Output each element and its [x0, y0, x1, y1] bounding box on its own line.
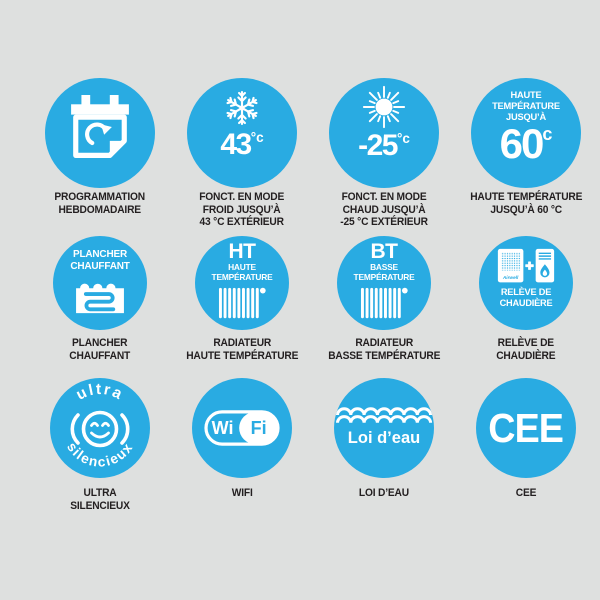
- ultra-silencieux-badge: ultra silencieux: [50, 378, 150, 478]
- circle-label: BASSE TEMPÉRATURE: [353, 261, 415, 282]
- abbr-label: HT: [228, 240, 257, 263]
- badge-caption: WIFI: [231, 487, 253, 499]
- badge-cell-mode-chaud: -25 °c FONCT. EN MODE CHAUD JUSQU’À -25 °…: [313, 70, 455, 228]
- wifi-badge: Wi Fi: [192, 378, 292, 478]
- badge-cell-haute-temperature: HAUTE TEMPÉRATURE JUSQU’À 60 c HAUTE TEMP…: [455, 70, 597, 225]
- calendar-refresh-icon: [71, 95, 129, 158]
- plus-icon: [525, 261, 534, 270]
- badge-caption: ULTRA SILENCIEUX: [70, 487, 130, 512]
- badge-cell-ultra-silencieux: ultra silencieux ULTRA SILENCIEUX: [29, 370, 171, 540]
- badge-caption: FONCT. EN MODE CHAUD JUSQU’À -25 °C EXTÉ…: [340, 191, 428, 229]
- abbr-label: BT: [370, 240, 399, 263]
- mode-chaud-badge: -25 °c: [329, 78, 439, 188]
- smiley-sound-waves-icon: ultra silencieux: [64, 381, 135, 470]
- floor-heating-coil-icon: [76, 283, 124, 314]
- wifi-logo-left: Wi: [212, 418, 234, 438]
- heat-pump-plus-boiler-icon: Airwell: [497, 248, 555, 283]
- badge-cell-radiateur-bt: BT BASSE TEMPÉRATURE RADIATEUR BASSE TEM…: [313, 225, 455, 370]
- badge-cell-wifi: Wi Fi WIFI: [171, 370, 313, 540]
- circle-label: RELÈVE DE CHAUDIÈRE: [499, 287, 553, 308]
- radiator-icon: [360, 287, 408, 318]
- wifi-logo-icon: Wi Fi: [204, 410, 280, 446]
- badge-caption: RELÈVE DE CHAUDIÈRE: [496, 337, 556, 362]
- radiateur-ht-badge: HT HAUTE TEMPÉRATURE: [195, 236, 289, 330]
- releve-chaudiere-badge: Airwell RELÈVE DE CHAUDIÈRE: [479, 236, 573, 330]
- badge-caption: FONCT. EN MODE FROID JUSQU’À 43 °C EXTÉR…: [199, 191, 285, 229]
- badge-caption: HAUTE TEMPÉRATURE JUSQU’À 60 °C: [469, 191, 583, 216]
- circle-label: HAUTE TEMPÉRATURE JUSQU’À: [492, 90, 560, 122]
- badge-caption: LOI D’EAU: [358, 487, 410, 499]
- arc-text-top: ultra: [74, 381, 125, 404]
- snowflake-icon: [226, 90, 258, 126]
- brand-label: Airwell: [502, 275, 519, 281]
- badge-caption: RADIATEUR BASSE TEMPÉRATURE: [327, 337, 441, 362]
- radiator-icon: [218, 287, 266, 318]
- circle-label: CEE: [488, 404, 565, 451]
- badge-caption: PROGRAMMATION HEBDOMADAIRE: [54, 191, 146, 216]
- temperature-value: -25 °c: [358, 129, 410, 162]
- plancher-chauffant-badge: PLANCHER CHAUFFANT: [53, 236, 147, 330]
- circle-label: Loi d’eau: [348, 429, 420, 447]
- badge-caption: RADIATEUR HAUTE TEMPÉRATURE: [185, 337, 299, 362]
- circle-label: HAUTE TEMPÉRATURE: [211, 261, 273, 282]
- loi-deau-badge: Loi d’eau: [334, 378, 434, 478]
- badge-cell-radiateur-ht: HT HAUTE TEMPÉRATURE RADIATEUR HAUTE TEM…: [171, 225, 313, 370]
- temperature-value: 43 °c: [220, 128, 264, 161]
- badge-cell-releve-chaudiere: Airwell RELÈVE DE CHAUDIÈRE RELÈVE DE CH…: [455, 225, 597, 370]
- badge-cell-mode-froid: 43 °c FONCT. EN MODE FROID JUSQU’À 43 °C …: [171, 70, 313, 228]
- infographic-grid: PROGRAMMATION HEBDOMADAIRE 43 °c FONCT. E…: [29, 70, 597, 540]
- badge-caption: CEE: [515, 487, 537, 499]
- badge-cell-plancher-chauffant: PLANCHER CHAUFFANT PLANCHER CHAUFFANT: [29, 225, 171, 370]
- programmation-badge: [45, 78, 155, 188]
- badge-cell-loi-deau: Loi d’eau LOI D’EAU: [313, 370, 455, 540]
- badge-cell-programmation: PROGRAMMATION HEBDOMADAIRE: [29, 70, 171, 225]
- water-waves-icon: Loi d’eau: [336, 407, 433, 447]
- haute-temperature-badge: HAUTE TEMPÉRATURE JUSQU’À 60 c: [471, 78, 581, 188]
- radiateur-bt-badge: BT BASSE TEMPÉRATURE: [337, 236, 431, 330]
- wifi-logo-right: Fi: [251, 418, 267, 438]
- sun-icon: [362, 85, 406, 129]
- mode-froid-badge: 43 °c: [187, 78, 297, 188]
- cee-badge: CEE: [476, 378, 576, 478]
- badge-caption: PLANCHER CHAUFFANT: [69, 337, 131, 362]
- circle-label: PLANCHER CHAUFFANT: [70, 249, 130, 272]
- temperature-value: 60 c: [499, 119, 553, 167]
- badge-cell-cee: CEE CEE: [455, 370, 597, 540]
- svg-text:ultra: ultra: [74, 381, 127, 404]
